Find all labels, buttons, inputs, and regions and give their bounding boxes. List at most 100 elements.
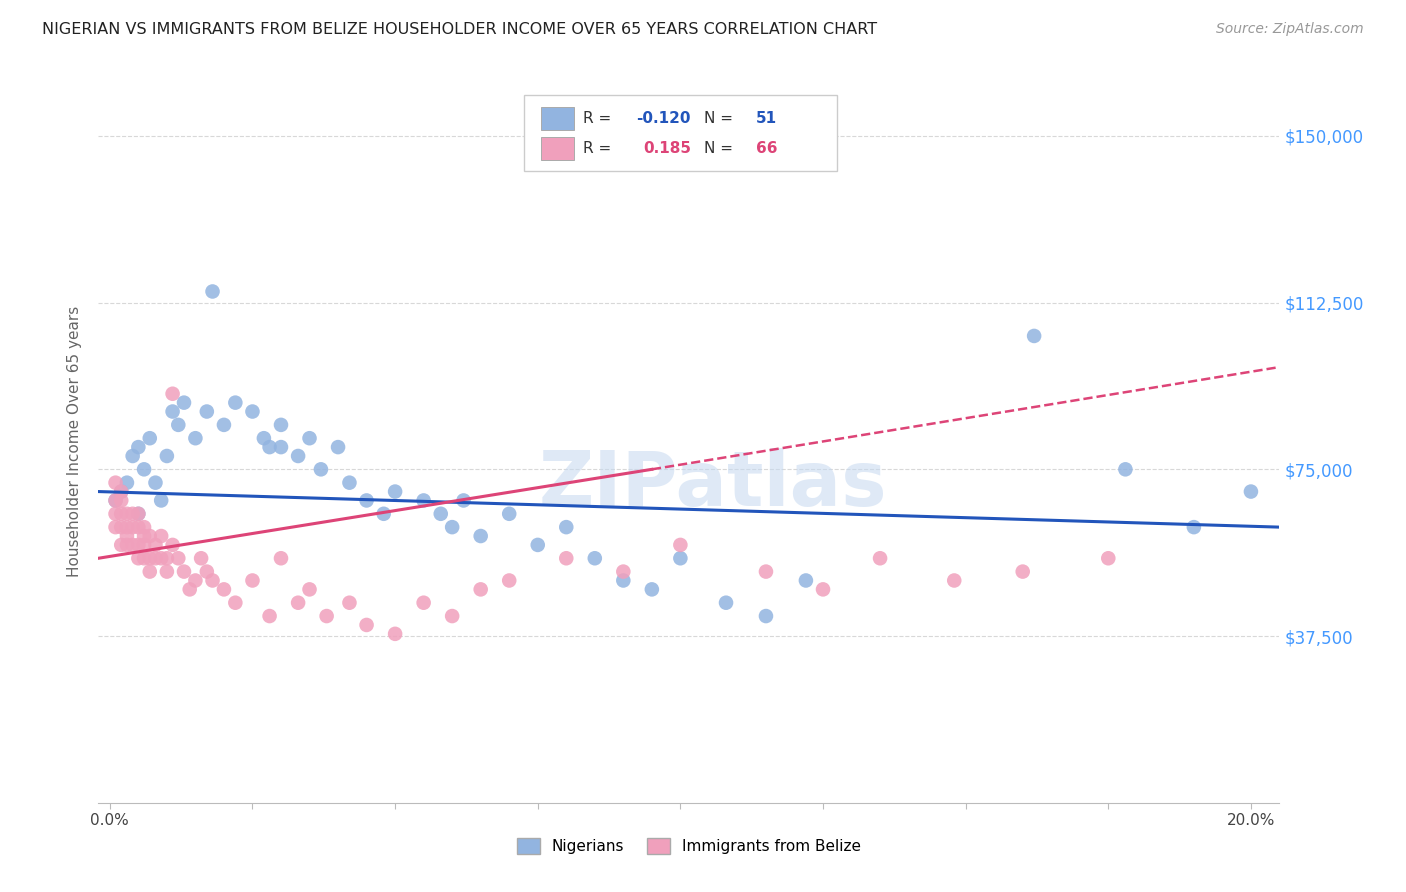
Text: 0.185: 0.185 [643,142,690,156]
Point [104,493,127,508]
Point [583,551,606,566]
Point [755,565,778,579]
Point [555,551,578,566]
Text: 51: 51 [756,112,778,126]
Point [526,538,548,552]
Point [242,574,264,588]
Legend: Nigerians, Immigrants from Belize: Nigerians, Immigrants from Belize [510,832,868,860]
Point [162,386,184,401]
Point [470,582,492,597]
Point [115,538,138,552]
Point [641,582,664,597]
Point [811,582,834,597]
Point [714,596,737,610]
Point [259,440,281,454]
Point [179,582,201,597]
Point [115,475,138,490]
Point [132,538,155,552]
Point [139,551,162,566]
Point [104,475,127,490]
Point [224,395,246,409]
Bar [541,137,575,161]
Point [1182,520,1205,534]
Point [145,538,167,552]
Point [441,609,464,624]
Point [498,574,520,588]
Point [110,484,132,499]
Point [156,449,179,463]
Text: ZIPatlas: ZIPatlas [538,448,887,522]
Text: Source: ZipAtlas.com: Source: ZipAtlas.com [1216,22,1364,37]
Point [287,596,309,610]
Point [156,551,179,566]
Point [121,449,143,463]
Bar [541,107,575,130]
Point [195,565,218,579]
Point [212,582,235,597]
Point [373,507,395,521]
Point [356,618,378,632]
Point [1011,565,1033,579]
Point [173,565,195,579]
Point [224,596,246,610]
Point [384,484,406,499]
Point [869,551,891,566]
Point [943,574,966,588]
Point [132,462,155,476]
Point [110,520,132,534]
Text: R =: R = [582,142,616,156]
Point [612,574,634,588]
Point [127,551,149,566]
Point [110,484,132,499]
Point [201,574,224,588]
Point [429,507,451,521]
Point [453,493,475,508]
Point [555,520,578,534]
Text: NIGERIAN VS IMMIGRANTS FROM BELIZE HOUSEHOLDER INCOME OVER 65 YEARS CORRELATION : NIGERIAN VS IMMIGRANTS FROM BELIZE HOUSE… [42,22,877,37]
Point [156,565,179,579]
Point [270,440,292,454]
Point [315,609,337,624]
Point [339,475,361,490]
Point [498,507,520,521]
Point [127,538,149,552]
Point [212,417,235,432]
Point [441,520,464,534]
Point [115,529,138,543]
Point [242,404,264,418]
Text: N =: N = [704,112,738,126]
Point [298,582,321,597]
Point [173,395,195,409]
Point [612,565,634,579]
Text: -0.120: -0.120 [636,112,690,126]
Point [150,529,173,543]
Point [132,551,155,566]
Point [412,493,434,508]
Point [127,507,149,521]
Point [167,417,190,432]
Point [145,475,167,490]
Point [104,520,127,534]
Point [794,574,817,588]
Point [127,440,149,454]
Point [104,507,127,521]
Point [356,493,378,508]
Point [121,538,143,552]
Text: N =: N = [704,142,738,156]
Point [201,285,224,299]
Point [132,529,155,543]
Point [195,404,218,418]
Point [139,565,162,579]
Point [1240,484,1263,499]
Point [384,627,406,641]
Point [1024,329,1046,343]
Point [326,440,349,454]
Point [110,507,132,521]
Point [669,551,692,566]
Point [270,551,292,566]
Point [162,538,184,552]
Point [132,520,155,534]
Point [470,529,492,543]
Point [755,609,778,624]
Point [167,551,190,566]
